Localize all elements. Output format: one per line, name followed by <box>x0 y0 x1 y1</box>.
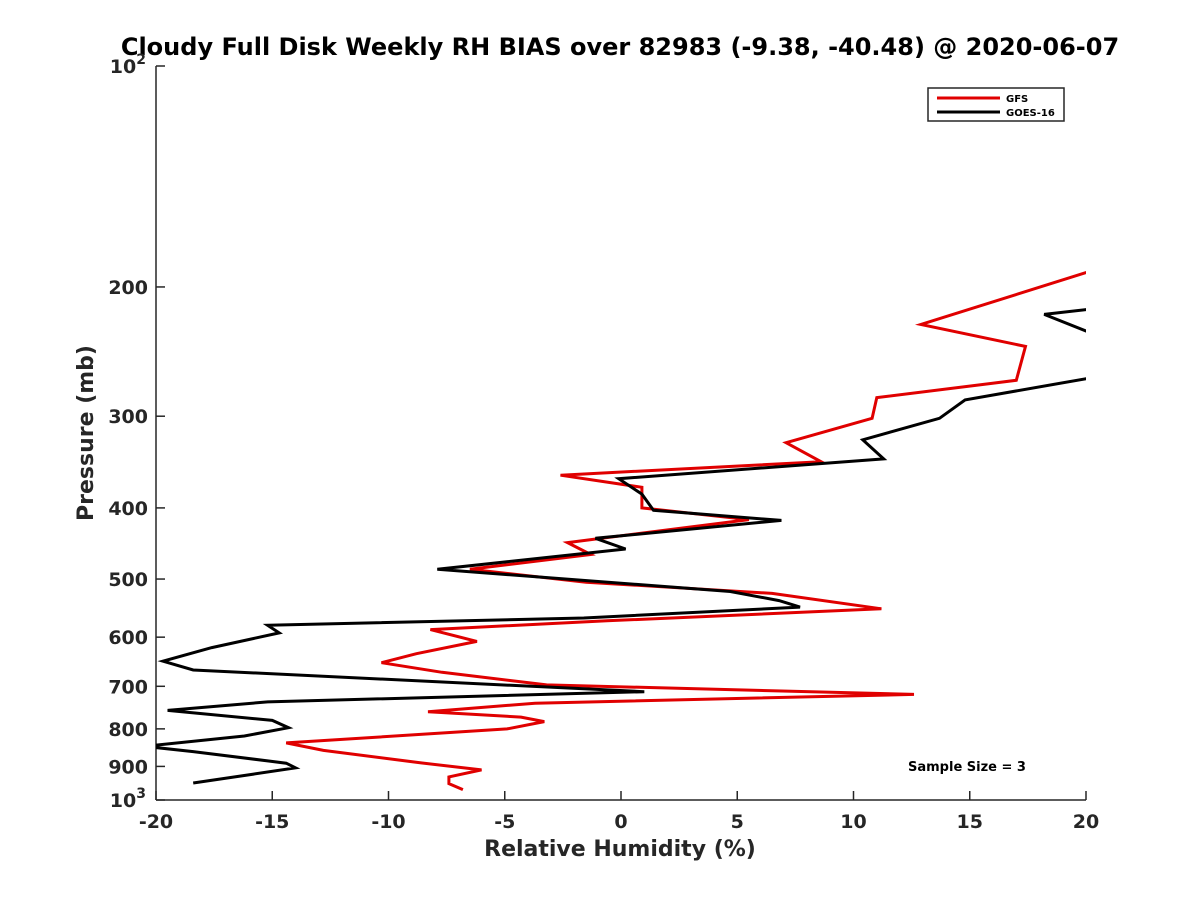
x-tick-label: -15 <box>255 811 289 833</box>
y-tick-label: 800 <box>108 719 148 741</box>
x-tick-label: -20 <box>139 811 173 833</box>
x-tick-label: 15 <box>957 811 983 833</box>
y-tick-label: 300 <box>108 406 148 428</box>
x-tick-label: 0 <box>614 811 627 833</box>
y-tick-label: 500 <box>108 569 148 591</box>
y-tick-label: 102 <box>110 52 146 78</box>
y-tick-label: 900 <box>108 756 148 778</box>
y-tick-label: 200 <box>108 277 148 299</box>
y-axis-label: Pressure (mb) <box>74 345 99 521</box>
x-tick-label: 20 <box>1073 811 1099 833</box>
y-tick-label: 700 <box>108 676 148 698</box>
sample-size-annotation: Sample Size = 3 <box>908 760 1026 775</box>
x-tick-label: 10 <box>840 811 866 833</box>
axes: -20 -15 -10 -5 0 5 10 15 20 102 200 300 400 500 600 700… <box>108 52 1099 833</box>
legend: GFS GOES-16 <box>927 87 1065 122</box>
y-tick-label: 600 <box>108 627 148 649</box>
x-tick-label: -5 <box>494 811 515 833</box>
series-line-goes-16 <box>156 308 1086 785</box>
x-tick-label: 5 <box>731 811 744 833</box>
legend-box <box>927 87 1065 122</box>
legend-label: GFS <box>1006 94 1028 105</box>
y-tick-label: 103 <box>110 786 146 812</box>
legend-label: GOES-16 <box>1006 108 1055 119</box>
x-tick-label: -10 <box>371 811 405 833</box>
plot-area <box>156 270 1086 791</box>
series-line-gfs <box>285 270 1086 791</box>
chart-title: Cloudy Full Disk Weekly RH BIAS over 829… <box>121 33 1119 61</box>
y-tick-label: 400 <box>108 498 148 520</box>
x-axis-label: Relative Humidity (%) <box>484 837 756 862</box>
